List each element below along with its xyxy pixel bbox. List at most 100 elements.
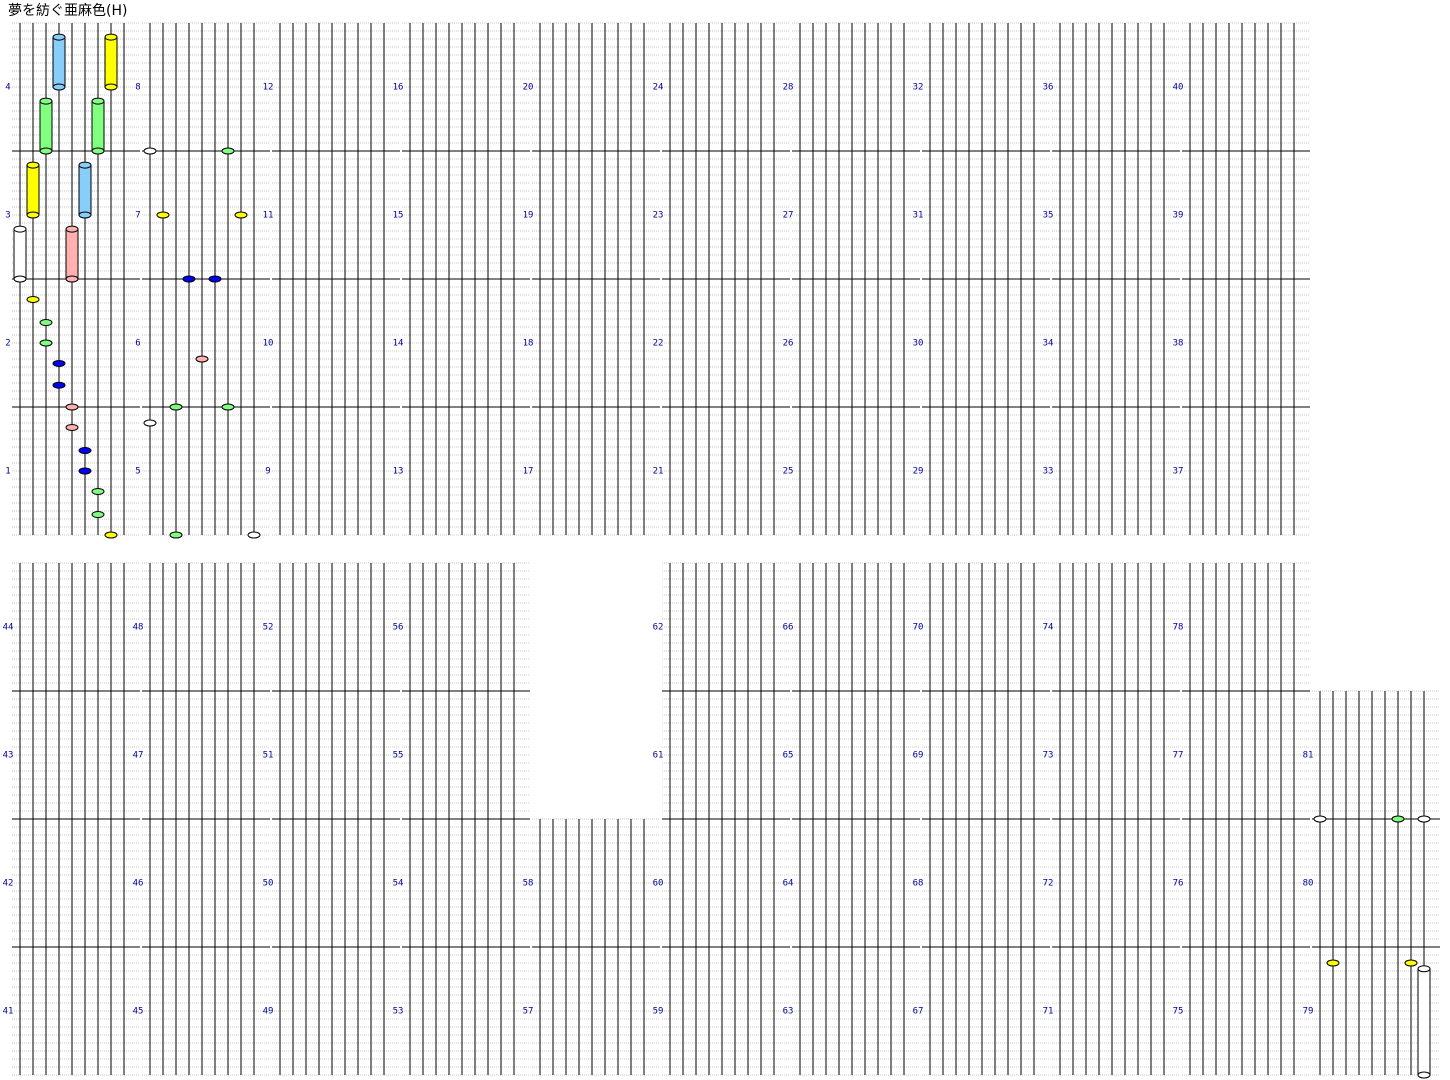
note — [143, 147, 157, 155]
hold-end — [78, 161, 92, 169]
hold-start — [78, 211, 92, 219]
measure-number: 64 — [783, 879, 794, 889]
measure-number: 47 — [133, 751, 144, 761]
note — [65, 423, 79, 431]
measure-number: 31 — [913, 211, 924, 221]
measure-number: 20 — [523, 83, 534, 93]
measure-number: 42 — [3, 879, 14, 889]
hold-end — [52, 33, 66, 41]
measure-number: 58 — [523, 879, 534, 889]
measure-number: 11 — [263, 211, 274, 221]
measure-number: 32 — [913, 83, 924, 93]
lane-layer: 1234567891011121314151617181920212223242… — [3, 23, 1440, 1075]
hold-start — [104, 83, 118, 91]
measure-number: 5 — [135, 467, 140, 477]
note — [52, 359, 66, 367]
hold-note — [78, 164, 92, 216]
hold-note — [104, 36, 118, 88]
hold-end — [13, 225, 27, 233]
note — [247, 531, 261, 539]
hold-note — [91, 100, 105, 152]
hold-end — [65, 225, 79, 233]
measure-number: 37 — [1173, 467, 1184, 477]
hold-start — [39, 147, 53, 155]
measure-number: 15 — [393, 211, 404, 221]
measure-number: 60 — [653, 879, 664, 889]
hold-end — [104, 33, 118, 41]
measure-number: 38 — [1173, 339, 1184, 349]
measure-number: 41 — [3, 1007, 14, 1017]
measure-number: 12 — [263, 83, 274, 93]
measure-number: 14 — [393, 339, 404, 349]
measure-number: 29 — [913, 467, 924, 477]
measure-number: 54 — [393, 879, 404, 889]
note — [169, 531, 183, 539]
measure-number: 23 — [653, 211, 664, 221]
measure-number: 40 — [1173, 83, 1184, 93]
measure-number: 22 — [653, 339, 664, 349]
note — [195, 355, 209, 363]
note — [91, 487, 105, 495]
measure-number: 78 — [1173, 623, 1184, 633]
note — [1313, 815, 1327, 823]
measure-number: 13 — [393, 467, 404, 477]
hold-end — [26, 161, 40, 169]
measure-number: 33 — [1043, 467, 1054, 477]
measure-number: 46 — [133, 879, 144, 889]
measure-number: 45 — [133, 1007, 144, 1017]
hold-start — [26, 211, 40, 219]
measure-number: 61 — [653, 751, 664, 761]
note — [104, 531, 118, 539]
hold-start — [1417, 1071, 1431, 1079]
measure-number: 3 — [5, 211, 10, 221]
note — [78, 447, 92, 455]
hold-start — [91, 147, 105, 155]
measure-number: 24 — [653, 83, 664, 93]
measure-number: 39 — [1173, 211, 1184, 221]
note — [234, 211, 248, 219]
measure-number: 80 — [1303, 879, 1314, 889]
note — [1391, 815, 1405, 823]
measure-number: 27 — [783, 211, 794, 221]
measure-number: 36 — [1043, 83, 1054, 93]
hold-start — [52, 83, 66, 91]
note — [91, 511, 105, 519]
measure-number: 30 — [913, 339, 924, 349]
note — [39, 339, 53, 347]
hold-note — [52, 36, 66, 88]
measure-number: 52 — [263, 623, 274, 633]
note — [65, 403, 79, 411]
measure-number: 77 — [1173, 751, 1184, 761]
measure-number: 76 — [1173, 879, 1184, 889]
measure-number: 81 — [1303, 751, 1314, 761]
measure-number: 44 — [3, 623, 14, 633]
measure-number: 43 — [3, 751, 14, 761]
measure-number: 53 — [393, 1007, 404, 1017]
measure-number: 49 — [263, 1007, 274, 1017]
measure-number: 17 — [523, 467, 534, 477]
note — [52, 381, 66, 389]
measure-number: 63 — [783, 1007, 794, 1017]
measure-number: 18 — [523, 339, 534, 349]
note — [156, 211, 170, 219]
note — [78, 467, 92, 475]
hold-note — [26, 164, 40, 216]
hold-note — [1417, 968, 1431, 1076]
measure-number: 26 — [783, 339, 794, 349]
measure-number: 70 — [913, 623, 924, 633]
note — [169, 403, 183, 411]
hold-note — [13, 228, 27, 280]
measure-number: 68 — [913, 879, 924, 889]
measure-number: 57 — [523, 1007, 534, 1017]
measure-number: 65 — [783, 751, 794, 761]
note-layer — [13, 33, 1431, 1079]
measure-number: 1 — [5, 467, 10, 477]
measure-number: 62 — [653, 623, 664, 633]
hold-end — [91, 97, 105, 105]
hold-end — [1417, 965, 1431, 973]
measure-number: 4 — [5, 83, 10, 93]
note — [182, 275, 196, 283]
note — [221, 403, 235, 411]
hold-start — [65, 275, 79, 283]
